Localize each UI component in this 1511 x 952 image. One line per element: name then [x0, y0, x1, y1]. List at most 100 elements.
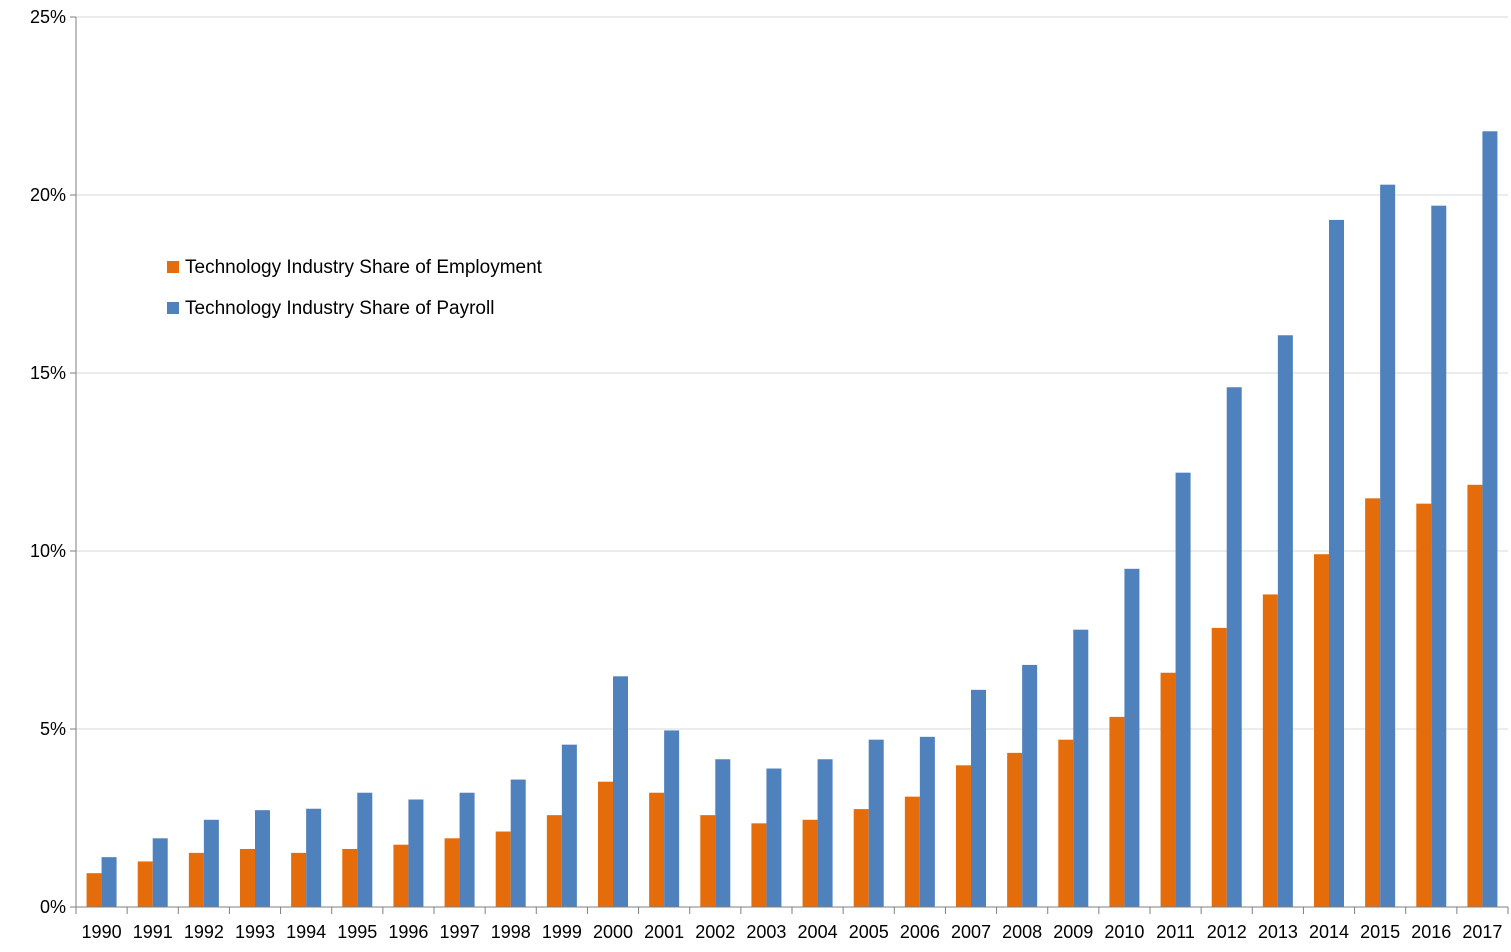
- bars: [86, 131, 1498, 908]
- x-tick-label: 2000: [593, 922, 633, 942]
- y-tick-label: 10%: [30, 541, 66, 561]
- bar-employment-1994: [291, 852, 307, 907]
- x-tick-label: 2015: [1360, 922, 1400, 942]
- bar-payroll-1997: [459, 792, 475, 907]
- bar-employment-2014: [1314, 554, 1329, 907]
- bar-employment-1992: [188, 852, 204, 907]
- y-axis-tick-labels: 0% 5% 10% 15% 20% 25%: [30, 7, 66, 917]
- x-tick-label: 2003: [746, 922, 786, 942]
- bar-employment-1991: [137, 861, 153, 907]
- bar-employment-2004: [802, 819, 818, 907]
- bar-employment-2017: [1467, 484, 1483, 907]
- bar-employment-1998: [495, 831, 511, 907]
- bar-payroll-2002: [715, 759, 731, 907]
- bar-employment-1996: [393, 844, 409, 907]
- x-tick-label: 2014: [1309, 922, 1349, 942]
- bar-payroll-2011: [1175, 472, 1191, 907]
- legend-swatch-employment: [167, 261, 179, 273]
- gridlines: [76, 16, 1508, 730]
- bar-employment-2005: [853, 809, 869, 907]
- bar-payroll-2016: [1431, 205, 1447, 907]
- x-tick-label: 2009: [1053, 922, 1093, 942]
- bar-employment-1997: [444, 838, 460, 907]
- bar-payroll-1996: [408, 799, 424, 907]
- bar-employment-2013: [1262, 594, 1278, 907]
- bar-employment-2015: [1365, 498, 1381, 907]
- bar-employment-1999: [546, 815, 562, 907]
- bar-employment-2002: [700, 815, 716, 907]
- x-tick-label: 2011: [1156, 922, 1195, 942]
- x-tick-label: 2016: [1411, 922, 1451, 942]
- bar-employment-1995: [342, 848, 358, 907]
- y-tick-label: 20%: [30, 185, 66, 205]
- x-tick-label: 2007: [951, 922, 991, 942]
- x-tick-label: 1998: [491, 922, 531, 942]
- bar-payroll-2007: [971, 689, 986, 907]
- bar-payroll-2006: [919, 736, 935, 907]
- x-tick-label: 2001: [644, 922, 684, 942]
- bar-payroll-1991: [152, 838, 168, 907]
- legend-label-employment: Technology Industry Share of Employment: [185, 257, 543, 278]
- x-tick-label: 2005: [849, 922, 889, 942]
- bar-payroll-1993: [255, 810, 270, 907]
- bar-payroll-1994: [306, 808, 322, 907]
- bar-payroll-2008: [1022, 664, 1038, 907]
- bar-employment-2006: [904, 796, 920, 907]
- bar-payroll-1992: [203, 819, 219, 907]
- bar-payroll-1998: [510, 779, 526, 907]
- bar-payroll-2014: [1329, 219, 1344, 908]
- bar-payroll-1995: [357, 792, 373, 907]
- x-tick-label: 1992: [184, 922, 224, 942]
- x-tick-label: 1990: [82, 922, 122, 942]
- bar-payroll-2003: [766, 768, 782, 907]
- bar-employment-2000: [598, 781, 613, 907]
- bar-payroll-2010: [1124, 568, 1140, 907]
- bar-employment-2016: [1416, 503, 1432, 907]
- y-tick-label: 15%: [30, 363, 66, 383]
- bar-employment-2001: [649, 792, 665, 907]
- bar-payroll-2004: [817, 759, 833, 907]
- x-axis-tick-labels: 1990 1991 1992 1993 1994 1995 1996 1997 1998 1999…: [82, 922, 1503, 942]
- x-tick-label: 2012: [1207, 922, 1247, 942]
- x-tick-label: 1994: [286, 922, 326, 942]
- bar-payroll-2005: [868, 739, 884, 907]
- bar-employment-2007: [956, 765, 971, 907]
- bar-payroll-1990: [101, 857, 117, 907]
- bar-payroll-2000: [613, 676, 628, 907]
- x-tick-label: 2006: [900, 922, 940, 942]
- bar-employment-2011: [1160, 672, 1176, 907]
- bar-employment-2009: [1058, 739, 1074, 907]
- bar-payroll-2015: [1380, 184, 1396, 907]
- axes: [70, 16, 1509, 914]
- y-tick-label: 25%: [30, 7, 66, 27]
- x-tick-label: 2017: [1462, 922, 1502, 942]
- bar-payroll-2001: [664, 730, 680, 907]
- x-tick-label: 1991: [133, 922, 173, 942]
- legend: Technology Industry Share of Employment T…: [167, 257, 543, 319]
- bar-payroll-2013: [1277, 335, 1293, 907]
- x-tick-label: 2004: [798, 922, 838, 942]
- bar-employment-2008: [1007, 752, 1023, 907]
- bar-payroll-2017: [1482, 131, 1498, 907]
- x-tick-label: 1995: [337, 922, 377, 942]
- y-tick-label: 5%: [40, 719, 66, 739]
- x-tick-label: 1999: [542, 922, 582, 942]
- bar-employment-2010: [1109, 716, 1125, 907]
- legend-swatch-payroll: [167, 302, 179, 314]
- x-tick-label: 2008: [1002, 922, 1042, 942]
- x-tick-label: 2002: [695, 922, 735, 942]
- x-tick-label: 2010: [1104, 922, 1144, 942]
- bar-payroll-1999: [561, 744, 577, 907]
- legend-label-payroll: Technology Industry Share of Payroll: [185, 298, 494, 319]
- x-tick-label: 1997: [440, 922, 480, 942]
- x-tick-label: 1996: [388, 922, 428, 942]
- bar-employment-1990: [86, 873, 102, 907]
- bar-payroll-2009: [1073, 629, 1089, 907]
- bar-payroll-2012: [1226, 387, 1242, 907]
- x-tick-label: 2013: [1258, 922, 1298, 942]
- bar-employment-2012: [1211, 627, 1227, 907]
- bar-employment-1993: [240, 848, 255, 907]
- x-tick-label: 1993: [235, 922, 275, 942]
